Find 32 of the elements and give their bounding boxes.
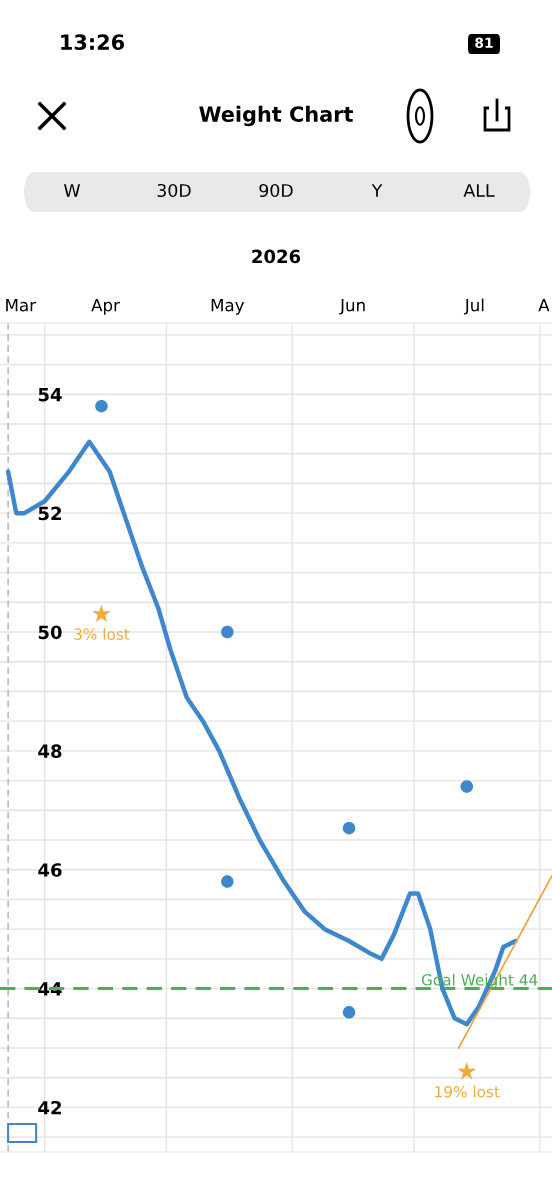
text: 81 — [475, 37, 493, 49]
text: 90D — [259, 183, 293, 198]
text: Y — [371, 184, 383, 197]
x-tick-label: Jul — [463, 298, 484, 315]
text: 13:26 — [61, 34, 125, 51]
y-tick-label: 48 — [38, 744, 62, 758]
y-tick-label: 54 — [38, 388, 62, 402]
point — [460, 780, 474, 793]
point — [92, 604, 111, 623]
y-tick-label: 50 — [38, 625, 62, 640]
point — [342, 821, 356, 835]
point — [342, 1006, 356, 1019]
point — [95, 399, 108, 413]
text: W — [63, 184, 81, 197]
x-tick-label: Jun — [339, 299, 365, 315]
x-tick-label: A — [538, 299, 550, 312]
line-series — [5, 439, 518, 1027]
point — [221, 625, 234, 639]
chart-title: Weight Chart — [199, 105, 353, 127]
text: 30D — [157, 183, 191, 198]
annotation: 3% lost — [74, 628, 130, 640]
y-tick-label: 42 — [38, 1100, 61, 1115]
y-tick-label: 52 — [38, 506, 61, 521]
y-tick-label: 46 — [38, 863, 62, 877]
x-tick-label: Apr — [91, 299, 120, 315]
x-tick-label: Mar — [6, 299, 37, 312]
text: ALL — [463, 184, 495, 197]
x-tick-label: May — [211, 299, 245, 315]
point — [457, 1062, 477, 1080]
point — [221, 875, 234, 888]
chart-subtitle: 2026 — [252, 249, 301, 264]
annotation: 19% lost — [435, 1085, 500, 1098]
